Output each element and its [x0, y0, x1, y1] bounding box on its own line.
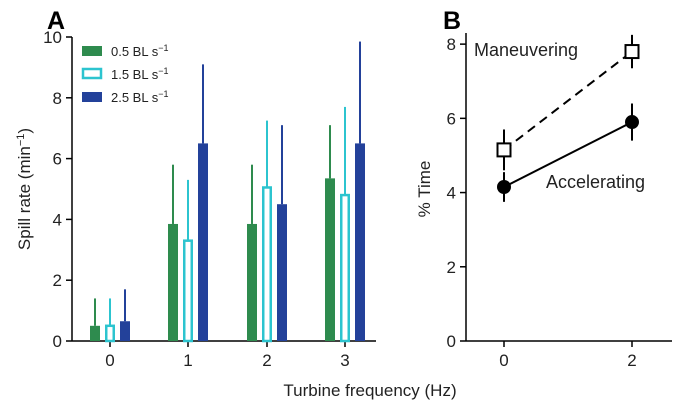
panel-a-ytick-label: 10 [43, 28, 62, 47]
panel-b-ytick-label: 6 [447, 109, 456, 128]
legend-label-1.5: 1.5 BL s−1 [111, 66, 168, 82]
legend-swatch-1.5 [81, 67, 103, 80]
panel-b-chart: 0 2 4 6 8 0 2 % Time Maneuvering Accelerating [415, 33, 672, 370]
bar [105, 324, 115, 343]
panel-a-xtick-label: 3 [340, 351, 349, 370]
panel-b-xtick-label: 0 [499, 351, 508, 370]
panel-a-letter: A [47, 7, 65, 35]
panel-b-ytick-label: 2 [447, 258, 456, 277]
bar [247, 223, 257, 341]
bar [183, 239, 193, 343]
panel-a-chart: 0 2 4 6 8 10 0 1 2 3 Spill rate (min−1) 0.5 BL s… [15, 28, 376, 370]
series-line [503, 50, 633, 151]
legend-label-2.5: 2.5 BL s−1 [111, 89, 168, 105]
series-label-maneuvering: Maneuvering [474, 40, 578, 60]
panel-b-ytick-label: 0 [447, 332, 456, 351]
legend-swatch-0.5 [82, 46, 102, 56]
panel-a-xtick-label: 0 [105, 351, 114, 370]
bar [277, 204, 287, 341]
bar [262, 186, 272, 343]
legend-label-0.5: 0.5 BL s−1 [111, 43, 168, 59]
panel-a-ytick-label: 0 [53, 332, 62, 351]
panel-a-xtick-label: 2 [262, 351, 271, 370]
panel-b-ytick-label: 8 [447, 35, 456, 54]
bar [198, 143, 208, 341]
x-axis-label: Turbine frequency (Hz) [283, 381, 456, 400]
bar [355, 143, 365, 341]
data-point [497, 180, 511, 194]
legend-swatch-2.5 [82, 92, 102, 102]
panel-b-ytick-label: 4 [447, 184, 456, 203]
panel-b-xtick-label: 2 [627, 351, 636, 370]
panel-a-ytick-label: 6 [53, 150, 62, 169]
bar [340, 193, 350, 343]
panel-a-ytick-label: 4 [53, 210, 62, 229]
panel-b-y-axis-label: % Time [415, 161, 434, 218]
series-label-accelerating: Accelerating [546, 172, 645, 192]
data-point [496, 142, 512, 158]
bar [168, 223, 178, 341]
data-point [625, 115, 639, 130]
panel-a-legend: 0.5 BL s−1 1.5 BL s−1 2.5 BL s−1 [81, 43, 168, 105]
bar [90, 325, 100, 341]
series-line [503, 121, 633, 188]
panel-a-xtick-label: 1 [183, 351, 192, 370]
bar [325, 178, 335, 341]
data-point [624, 44, 640, 60]
panel-b-letter: B [443, 7, 461, 35]
panel-a-ytick-label: 2 [53, 271, 62, 290]
panel-a-y-axis-label: Spill rate (min−1) [15, 128, 34, 250]
bar [120, 321, 130, 341]
panel-a-ytick-label: 8 [53, 89, 62, 108]
